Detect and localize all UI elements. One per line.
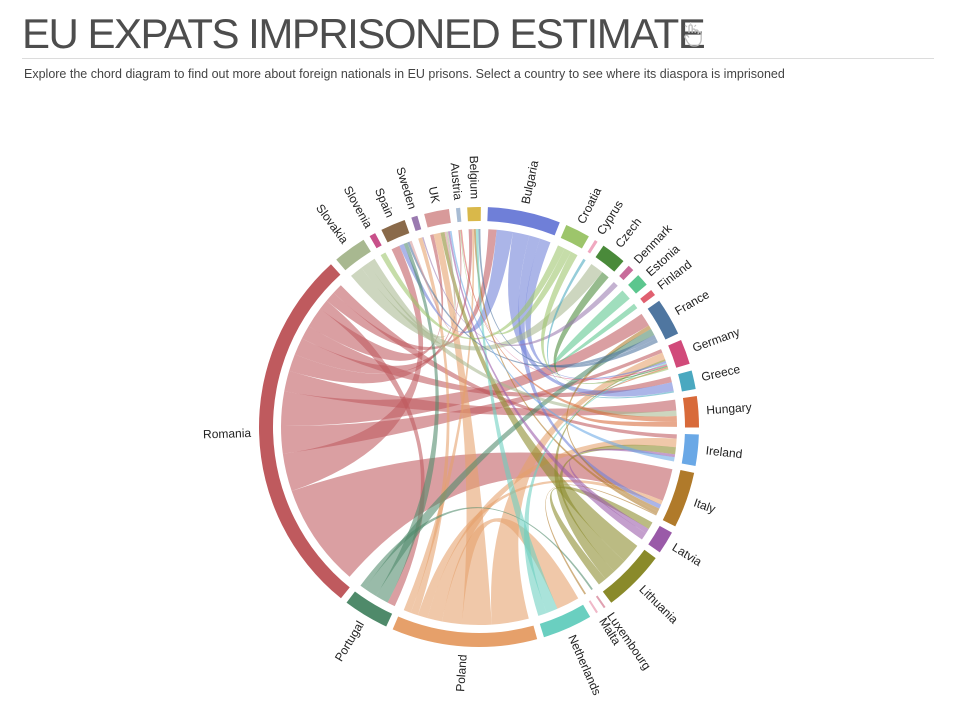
country-label-italy[interactable]: Italy: [692, 496, 717, 517]
country-arc-bulgaria[interactable]: [487, 207, 560, 236]
country-arc-austria[interactable]: [455, 207, 462, 223]
country-label-bulgaria[interactable]: Bulgaria: [518, 159, 541, 205]
country-arc-romania[interactable]: [258, 264, 350, 599]
page-subtitle: Explore the chord diagram to find out mo…: [24, 67, 785, 81]
country-label-belgium[interactable]: Belgium: [467, 156, 482, 200]
country-label-sweden[interactable]: Sweden: [393, 165, 419, 211]
chord-ribbon-lithuania-ireland[interactable]: [559, 444, 676, 572]
country-arc-finland[interactable]: [640, 290, 656, 304]
chord-ribbon-portugal-luxembourg[interactable]: [360, 507, 593, 591]
country-arc-slovenia[interactable]: [369, 233, 382, 249]
chord-ribbon-romania-belgium[interactable]: [294, 229, 473, 374]
country-arc-netherlands[interactable]: [539, 604, 591, 638]
country-arc-luxembourg[interactable]: [595, 595, 606, 609]
country-label-romania[interactable]: Romania: [203, 426, 252, 441]
country-arc-sweden[interactable]: [411, 215, 422, 231]
chord-ribbon-latvia-ireland[interactable]: [569, 448, 676, 534]
chord-ribbon-romania-france[interactable]: [281, 313, 649, 426]
chord-ribbon-slovakia-uk[interactable]: [367, 231, 455, 338]
country-arc-cyprus[interactable]: [587, 240, 598, 254]
chord-ribbon-romania-hungary[interactable]: [284, 370, 677, 416]
country-arc-portugal[interactable]: [346, 591, 393, 627]
country-arc-latvia[interactable]: [648, 525, 672, 553]
country-label-greece[interactable]: Greece: [700, 362, 742, 384]
country-label-france[interactable]: France: [672, 287, 712, 318]
country-arc-lithuania[interactable]: [602, 549, 656, 603]
country-label-ireland[interactable]: Ireland: [705, 443, 743, 461]
chord-ribbon-romania-italy[interactable]: [291, 452, 673, 577]
chord-ribbon-croatia-austria[interactable]: [459, 229, 572, 335]
country-arc-poland[interactable]: [392, 616, 538, 648]
country-arc-spain[interactable]: [381, 219, 410, 243]
country-label-spain[interactable]: Spain: [372, 186, 397, 220]
country-label-poland[interactable]: Poland: [453, 654, 470, 692]
country-arc-italy[interactable]: [662, 469, 695, 527]
country-arc-france[interactable]: [647, 300, 679, 340]
chord-ribbon-poland-italy[interactable]: [417, 479, 663, 619]
chord-ribbon-romania-greece[interactable]: [301, 326, 672, 398]
chord-ribbon-slovakia-czech[interactable]: [351, 264, 603, 351]
country-label-czech[interactable]: Czech: [612, 215, 644, 250]
country-label-netherlands[interactable]: Netherlands: [565, 633, 604, 698]
country-arc-denmark[interactable]: [619, 265, 634, 281]
chord-ribbon-romania-uk[interactable]: [308, 234, 444, 361]
country-arc-germany[interactable]: [668, 339, 690, 368]
chord-ribbon-croatia-slovenia[interactable]: [380, 245, 565, 340]
country-arc-ireland[interactable]: [681, 434, 699, 466]
chord-ribbon-netherlands-germany[interactable]: [524, 362, 667, 616]
page-title: EU EXPATS IMPRISONED ESTIMATE: [22, 10, 706, 57]
country-label-latvia[interactable]: Latvia: [670, 540, 705, 569]
chord-ribbon-poland-uk[interactable]: [433, 232, 492, 625]
country-arc-hungary[interactable]: [682, 395, 700, 428]
country-arc-czech[interactable]: [595, 245, 624, 272]
chord-ribbon-romania-austria[interactable]: [289, 229, 462, 384]
country-label-hungary[interactable]: Hungary: [706, 400, 752, 417]
country-arc-belgium[interactable]: [467, 207, 481, 222]
country-arc-slovakia[interactable]: [336, 239, 371, 271]
country-arc-greece[interactable]: [678, 370, 696, 392]
country-label-uk[interactable]: UK: [426, 185, 443, 204]
country-label-slovakia[interactable]: Slovakia: [313, 201, 351, 246]
country-arc-croatia[interactable]: [560, 225, 589, 249]
chord-ribbon-poland-netherlands[interactable]: [442, 518, 579, 625]
country-label-slovenia[interactable]: Slovenia: [341, 184, 376, 231]
country-arc-malta[interactable]: [588, 600, 598, 614]
chord-ribbon-portugal-spain[interactable]: [375, 242, 439, 603]
country-label-austria[interactable]: Austria: [448, 162, 466, 201]
chord-ribbon-bulgaria-greece[interactable]: [508, 231, 674, 397]
chord-ribbon-lithuania-latvia[interactable]: [549, 486, 653, 585]
chord-ribbon-estonia-finland[interactable]: [554, 290, 638, 365]
chord-ribbon-bulgaria-italy[interactable]: [518, 235, 662, 509]
country-label-lithuania[interactable]: Lithuania: [636, 582, 681, 626]
country-label-germany[interactable]: Germany: [691, 325, 742, 355]
chord-ribbon-poland-belgium[interactable]: [403, 229, 475, 613]
country-arc-uk[interactable]: [424, 209, 451, 228]
chord-ribbons: [280, 229, 677, 625]
pointer-hand-icon[interactable]: [682, 22, 704, 48]
chord-ribbon-czech-germany[interactable]: [553, 272, 668, 384]
chord-ribbon-bulgaria-germany[interactable]: [525, 238, 667, 380]
chord-ribbon-romania-germany[interactable]: [280, 349, 663, 454]
country-arc-estonia[interactable]: [628, 275, 647, 294]
header: EU EXPATS IMPRISONED ESTIMATE: [22, 8, 934, 59]
chord-arcs: [258, 207, 700, 648]
country-label-portugal[interactable]: Portugal: [332, 618, 367, 664]
